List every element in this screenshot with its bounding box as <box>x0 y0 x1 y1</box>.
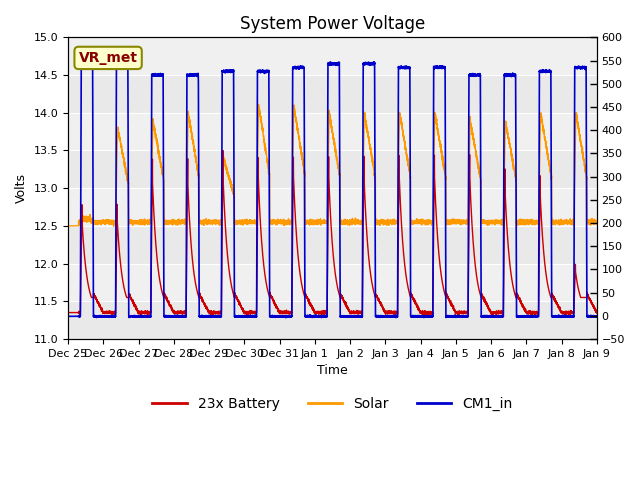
Bar <box>68 150 596 188</box>
Bar <box>68 226 596 264</box>
Text: VR_met: VR_met <box>79 51 138 65</box>
Legend: 23x Battery, Solar, CM1_in: 23x Battery, Solar, CM1_in <box>147 391 518 417</box>
Bar <box>68 188 596 226</box>
Bar <box>68 264 596 301</box>
Bar <box>68 75 596 113</box>
Bar <box>68 301 596 339</box>
Bar <box>68 37 596 75</box>
Title: System Power Voltage: System Power Voltage <box>240 15 425 33</box>
X-axis label: Time: Time <box>317 364 348 377</box>
Y-axis label: Volts: Volts <box>15 173 28 203</box>
Bar <box>68 113 596 150</box>
